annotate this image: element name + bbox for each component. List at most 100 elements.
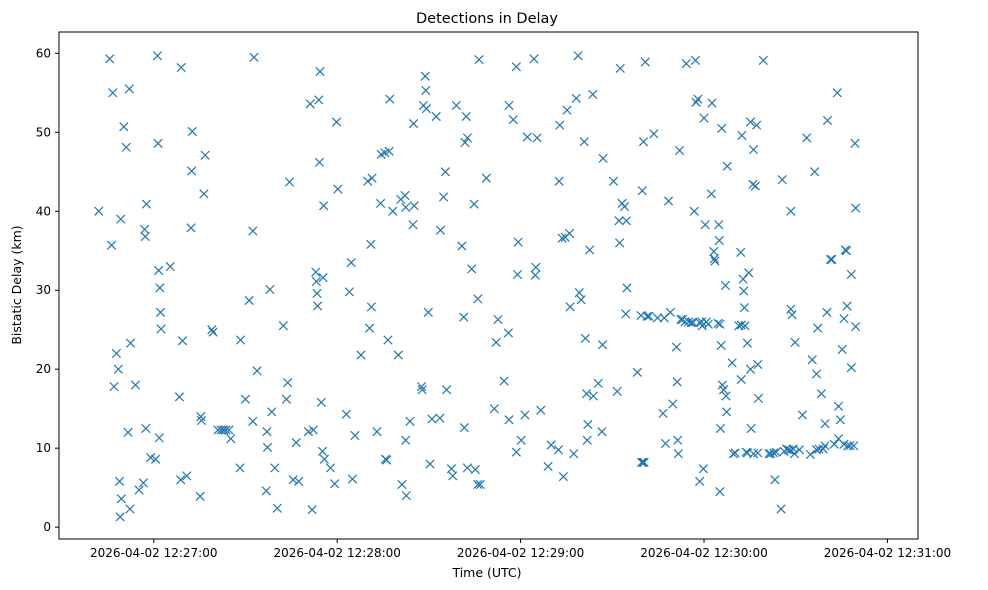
data-point <box>832 88 842 98</box>
data-point <box>383 335 393 345</box>
data-point <box>511 62 521 72</box>
x-axis-ticks: 2026-04-02 12:27:00 2026-04-02 12:28:00 20… <box>90 539 951 560</box>
data-point <box>462 133 473 143</box>
marker-layer <box>94 51 861 522</box>
data-point <box>307 505 317 515</box>
data-point <box>703 319 713 329</box>
data-point <box>150 454 161 464</box>
data-point <box>382 455 392 465</box>
data-point <box>744 268 754 278</box>
data-point <box>473 479 483 490</box>
data-point <box>839 314 849 324</box>
data-point <box>640 57 650 67</box>
y-tick-label: 60 <box>36 46 51 60</box>
data-point <box>154 265 164 276</box>
data-point <box>319 454 329 464</box>
data-point <box>638 457 648 468</box>
data-point <box>366 302 377 312</box>
data-point <box>116 214 126 224</box>
data-point <box>671 342 682 352</box>
data-point <box>588 391 598 401</box>
data-point <box>569 449 579 459</box>
data-point <box>312 301 323 311</box>
data-point <box>459 423 469 433</box>
data-point <box>554 176 564 186</box>
data-point <box>710 256 720 266</box>
data-point <box>846 363 856 373</box>
data-point <box>583 419 593 430</box>
data-point <box>417 385 427 395</box>
data-point <box>375 198 386 208</box>
data-point <box>235 335 246 345</box>
data-point <box>451 100 462 111</box>
data-point <box>196 415 207 426</box>
data-point <box>491 337 501 347</box>
data-point <box>207 325 217 335</box>
data-point <box>557 233 567 243</box>
data-point <box>820 419 830 429</box>
data-point <box>833 401 844 411</box>
data-point <box>707 98 717 108</box>
data-point <box>347 474 358 484</box>
data-point <box>588 89 598 100</box>
data-point <box>221 425 231 435</box>
data-point <box>698 464 709 474</box>
data-point <box>124 84 134 94</box>
data-point <box>111 348 122 359</box>
data-point <box>499 376 509 386</box>
data-point <box>730 448 740 458</box>
data-point <box>278 321 289 331</box>
data-point <box>721 391 731 401</box>
data-point <box>318 272 328 283</box>
data-point <box>822 115 833 126</box>
data-point <box>695 476 705 486</box>
data-point <box>462 463 473 473</box>
data-point <box>316 397 326 408</box>
data-point <box>797 410 808 420</box>
data-point <box>727 358 737 368</box>
data-point <box>811 369 822 379</box>
data-point <box>574 287 584 298</box>
data-point <box>200 150 210 160</box>
data-point <box>244 295 254 306</box>
data-point <box>516 435 526 445</box>
data-point <box>722 161 732 171</box>
data-point <box>822 307 832 317</box>
data-point <box>281 394 292 404</box>
data-point <box>777 175 787 185</box>
data-point <box>745 117 756 127</box>
data-point <box>742 338 753 348</box>
data-point <box>187 166 197 176</box>
data-point <box>597 426 607 437</box>
data-point <box>401 202 411 212</box>
data-point <box>195 491 205 501</box>
data-point <box>835 415 845 425</box>
data-point <box>121 142 131 152</box>
data-point <box>579 137 589 147</box>
data-point <box>425 459 435 469</box>
data-point <box>776 504 786 514</box>
data-point <box>614 216 624 226</box>
data-point <box>837 344 847 355</box>
data-point <box>748 179 758 190</box>
data-point <box>182 471 192 481</box>
data-point <box>642 311 652 321</box>
data-point <box>208 327 218 337</box>
data-point <box>571 93 581 103</box>
data-point <box>140 231 150 242</box>
x-tick-label: 2026-04-02 12:29:00 <box>457 546 584 560</box>
data-point <box>405 416 415 426</box>
data-point <box>598 153 608 163</box>
data-point <box>270 463 280 473</box>
data-point <box>751 120 762 130</box>
data-point <box>699 113 709 123</box>
data-point <box>248 226 258 236</box>
data-point <box>720 280 731 291</box>
data-point <box>686 317 696 328</box>
data-point <box>543 461 553 471</box>
data-point <box>315 66 325 77</box>
data-point <box>649 129 659 139</box>
data-point <box>177 336 188 346</box>
data-point <box>341 409 351 419</box>
data-point <box>753 448 763 458</box>
